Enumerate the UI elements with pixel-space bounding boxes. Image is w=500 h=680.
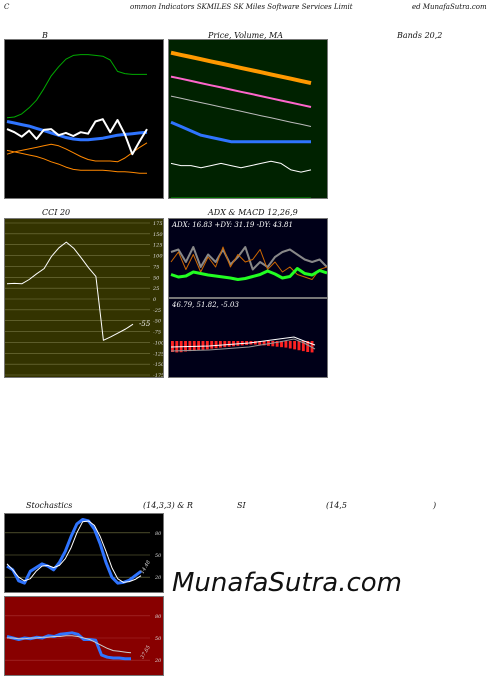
price-ma-gray	[170, 95, 312, 127]
price-ma-pink	[170, 75, 312, 108]
header-left: C	[4, 3, 10, 11]
price-title: Price, Volume, MA	[208, 31, 284, 40]
price-close-line	[170, 160, 312, 173]
cci-tick-label: -150	[153, 362, 164, 368]
bollinger-price-line	[6, 118, 148, 156]
rsi-tick-label: 80	[155, 614, 162, 620]
stoch-title: Stochastics	[26, 501, 73, 510]
cci-line	[6, 241, 134, 341]
stoch-tick-label: 50	[155, 553, 162, 559]
bollinger-middle-band	[6, 120, 148, 142]
adx-panel: ADX: 16.83 +DY: 31.19 -DY: 43.81	[168, 218, 328, 298]
rsi-title-part: SI	[237, 501, 246, 510]
adx-minus-di	[170, 246, 327, 280]
stoch-tick-label: 80	[155, 531, 162, 537]
macd-histogram-bar	[253, 341, 257, 345]
stoch-tick-label: 20	[154, 575, 162, 581]
bollinger-chart	[6, 54, 148, 174]
macd-histogram-bar	[262, 341, 266, 346]
macd-panel: 46.79, 51.82, -5.03	[168, 298, 328, 378]
stoch-k-line	[6, 518, 142, 585]
bollinger-ma-line	[6, 142, 148, 163]
cci-tick-label: 125	[153, 243, 163, 249]
price-ma-orange	[170, 50, 312, 86]
rsi-line	[6, 631, 131, 661]
macd-histogram-bar	[280, 341, 283, 348]
cci-tick-label: -75	[153, 330, 161, 336]
macd-histogram-bar	[197, 341, 201, 351]
cci-panel: 175 150 125 100 75 50 25 0 -25 -50 -75 -100 -125 -150…	[4, 218, 164, 378]
rsi-tick-label: 50	[155, 636, 162, 642]
cci-tick-label: 175	[153, 221, 163, 227]
rsi-params-close: )	[433, 501, 437, 510]
rsi-panel: 80 50 20 37.65	[4, 596, 164, 676]
adx-summary: ADX: 16.83 +DY: 31.19 -DY: 43.81	[172, 221, 293, 229]
macd-histogram-bar	[275, 341, 279, 347]
macd-line	[170, 336, 316, 348]
macd-signal-line	[170, 338, 316, 352]
macd-histogram-bar	[310, 341, 314, 353]
macd-histogram-bar	[293, 341, 297, 350]
macd-histogram-bar	[205, 341, 209, 350]
header-center: ommon Indicators SKMILES SK Miles Softwa…	[130, 3, 353, 11]
macd-histogram-bar	[284, 341, 288, 348]
macd-histogram-bar	[223, 341, 227, 348]
cci-tick-label: 100	[153, 254, 163, 260]
stoch-d-line	[6, 520, 142, 583]
rsi-ma-line	[7, 635, 132, 654]
cci-tick-label: 0	[153, 297, 157, 303]
cci-tick-label: -100	[153, 340, 164, 346]
cci-tick-label: -50	[153, 319, 162, 325]
cci-tick-label: 150	[153, 232, 163, 238]
header-right: ed MunafaSutra.com	[412, 3, 487, 11]
adx-chart	[170, 246, 327, 281]
macd-histogram-bar	[271, 341, 275, 347]
adx-title: ADX & MACD 12,26,9	[208, 208, 298, 217]
macd-histogram-bar	[201, 341, 205, 350]
cci-tick-label: -25	[153, 308, 161, 314]
cci-last-label: -55	[139, 320, 151, 328]
bands-title: Bands 20,2	[397, 31, 443, 40]
price-panel	[168, 39, 328, 199]
macd-histogram-bar	[297, 341, 301, 351]
macd-histogram-bar	[227, 341, 231, 347]
stoch-last-label: 14.48	[140, 560, 152, 575]
price-chart	[170, 50, 312, 198]
macd-summary: 46.79, 51.82, -5.03	[172, 301, 239, 309]
adx-line	[170, 267, 327, 281]
watermark: MunafaSutra.com	[172, 568, 403, 598]
macd-histogram-bar	[214, 341, 218, 349]
price-ma-blue	[170, 120, 311, 144]
macd-histogram-bar	[306, 341, 310, 352]
cci-tick-label: 75	[153, 264, 159, 270]
cci-tick-label: 25	[152, 286, 159, 292]
bollinger-title: B	[42, 31, 48, 40]
macd-histogram-bar	[288, 341, 292, 349]
macd-histogram-bar	[210, 341, 214, 349]
cci-title: CCI 20	[42, 208, 71, 217]
cci-tick-label: 50	[153, 275, 160, 281]
rsi-params: (14,5	[326, 501, 347, 510]
cci-chart: 175 150 125 100 75 50 25 0 -25 -50 -75 -100 -125 -150…	[5, 221, 164, 378]
cci-tick-label: -125	[153, 351, 164, 357]
stochastics-panel: 80 50 20 14.48	[4, 513, 164, 593]
rsi-last-label: 37.65	[140, 645, 152, 660]
macd-histogram-bar	[219, 341, 222, 348]
macd-histogram-bar	[258, 341, 262, 345]
macd-histogram-bar	[301, 341, 305, 352]
adx-plus-di	[170, 246, 327, 271]
bollinger-lower-band	[6, 149, 147, 174]
stoch-params: (14,3,3) & R	[143, 501, 193, 510]
macd-chart	[170, 336, 316, 353]
rsi-tick-label: 20	[154, 658, 162, 664]
bollinger-upper-band	[6, 54, 147, 119]
macd-histogram-bar	[232, 341, 235, 347]
bollinger-panel	[4, 39, 164, 199]
cci-tick-label: -175	[153, 373, 164, 378]
